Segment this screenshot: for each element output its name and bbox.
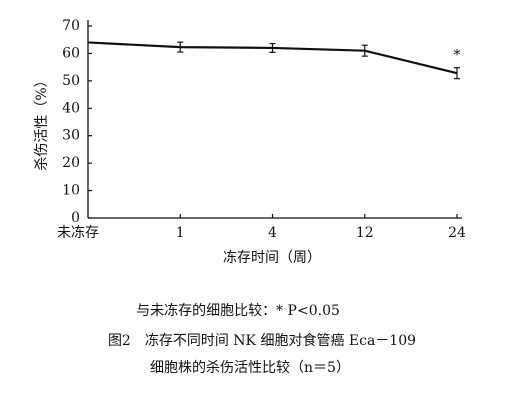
y-tick-label: 0	[71, 210, 80, 226]
y-tick-label: 70	[62, 18, 80, 34]
x-tick-label: 未冻存	[57, 224, 99, 241]
error-bar	[361, 44, 368, 57]
error-bar	[454, 67, 460, 80]
y-axis-label: 杀伤活性（%）	[34, 73, 50, 170]
error-bar	[177, 41, 184, 53]
y-tick-label: 30	[62, 128, 80, 144]
y-tick-label: 40	[62, 100, 80, 116]
y-tick-label: 60	[62, 45, 80, 61]
x-tick-label: 24	[448, 225, 466, 241]
annotation: *	[454, 48, 461, 64]
x-tick-label: 12	[356, 225, 374, 241]
x-tick-label: 4	[268, 225, 277, 241]
y-tick-label: 20	[62, 155, 80, 171]
caption: 细胞株的杀伤活性比较（n＝5）	[150, 360, 350, 376]
y-tick-label: 10	[62, 183, 80, 199]
x-tick-label: 1	[176, 225, 185, 241]
note: 与未冻存的细胞比较：* P<0.05	[136, 302, 340, 319]
y-tick-label: 50	[62, 73, 80, 89]
error-bar	[269, 42, 276, 53]
caption: 图2 冻存不同时间 NK 细胞对食管癌 Eca－109	[108, 332, 416, 349]
x-axis-label: 冻存时间（周）	[223, 249, 321, 266]
